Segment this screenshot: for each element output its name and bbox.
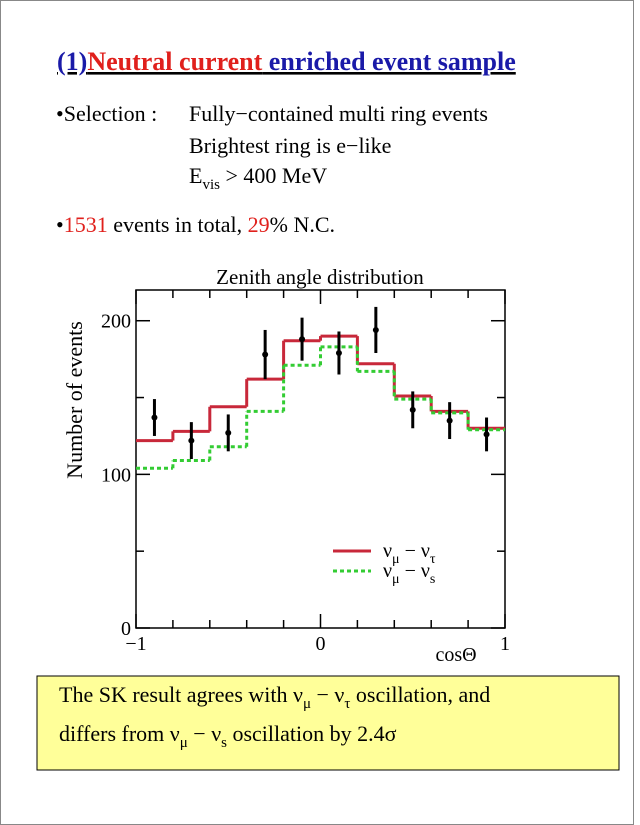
rich-text: differs from νμ − νs oscillation by 2.4σ [59, 721, 397, 751]
text-part: % N.C. [270, 212, 335, 237]
subscript: μ [180, 735, 188, 751]
data-point [151, 414, 158, 421]
x-axis-label: cosΘ [435, 644, 476, 666]
subscript: s [221, 735, 227, 751]
y-tick-label: 0 [121, 618, 131, 640]
x-tick-label: −1 [125, 633, 146, 655]
y-axis-label: Number of events [62, 321, 87, 479]
subscript: μ [392, 552, 400, 567]
rich-text: νμ − νs [383, 560, 435, 587]
summary: •1531 events in total, 29% N.C. [56, 212, 335, 237]
y-tick-label: 100 [101, 464, 131, 486]
text-part: − ν [311, 682, 344, 707]
subscript: μ [303, 696, 311, 712]
selection-line: Brightest ring is e−like [189, 133, 391, 158]
conclusion: The SK result agrees with νμ − ντ oscill… [59, 682, 490, 751]
text-part: − ν [400, 560, 430, 582]
data-point [262, 351, 269, 358]
subscript: τ [344, 696, 350, 712]
text-part: ν [383, 540, 392, 562]
highlight: 1531 [64, 212, 108, 237]
conclusion-box [36, 675, 620, 771]
highlight: 29 [248, 212, 270, 237]
text-part: ν [383, 560, 392, 582]
text-part: > 400 MeV [220, 163, 327, 188]
text-part: − ν [188, 721, 221, 746]
subscript: μ [392, 572, 400, 587]
text-part: − ν [400, 540, 430, 562]
rich-text: The SK result agrees with νμ − ντ oscill… [59, 682, 490, 712]
chart-title: Zenith angle distribution [216, 265, 424, 289]
chart: Zenith angle distribution cosΘ Number of e… [62, 265, 510, 666]
text-part: oscillation by 2.4σ [227, 721, 397, 746]
title-part: enriched event sample [262, 47, 515, 76]
text-part: • [56, 212, 64, 237]
subscript: τ [430, 552, 436, 567]
data-point [225, 429, 232, 436]
data-point [188, 437, 195, 444]
data-point [409, 406, 416, 413]
title-part: Neutral current [87, 47, 262, 76]
slide-title: (1)Neutral current enriched event sample [57, 47, 516, 76]
selection-label: •Selection : [56, 101, 157, 126]
data-point [446, 417, 453, 424]
subscript: s [430, 572, 435, 587]
rich-text: νμ − ντ [383, 540, 436, 567]
selection-line: Evis > 400 MeV [189, 163, 327, 193]
data-point [299, 336, 306, 343]
y-tick-label: 200 [101, 311, 131, 333]
text-part: The SK result agrees with ν [59, 682, 303, 707]
selection-line: Fully−contained multi ring events [189, 101, 488, 126]
text-part: differs from ν [59, 721, 180, 746]
text-part: E [189, 163, 202, 188]
text-part: events in total, [108, 212, 248, 237]
x-tick-label: 1 [500, 633, 510, 655]
title-part: (1) [57, 47, 87, 76]
text-part: oscillation, and [350, 682, 490, 707]
data-point [372, 326, 379, 333]
subscript: vis [202, 177, 220, 193]
data-point [483, 431, 490, 438]
data-point [335, 349, 342, 356]
x-tick-label: 0 [316, 633, 326, 655]
